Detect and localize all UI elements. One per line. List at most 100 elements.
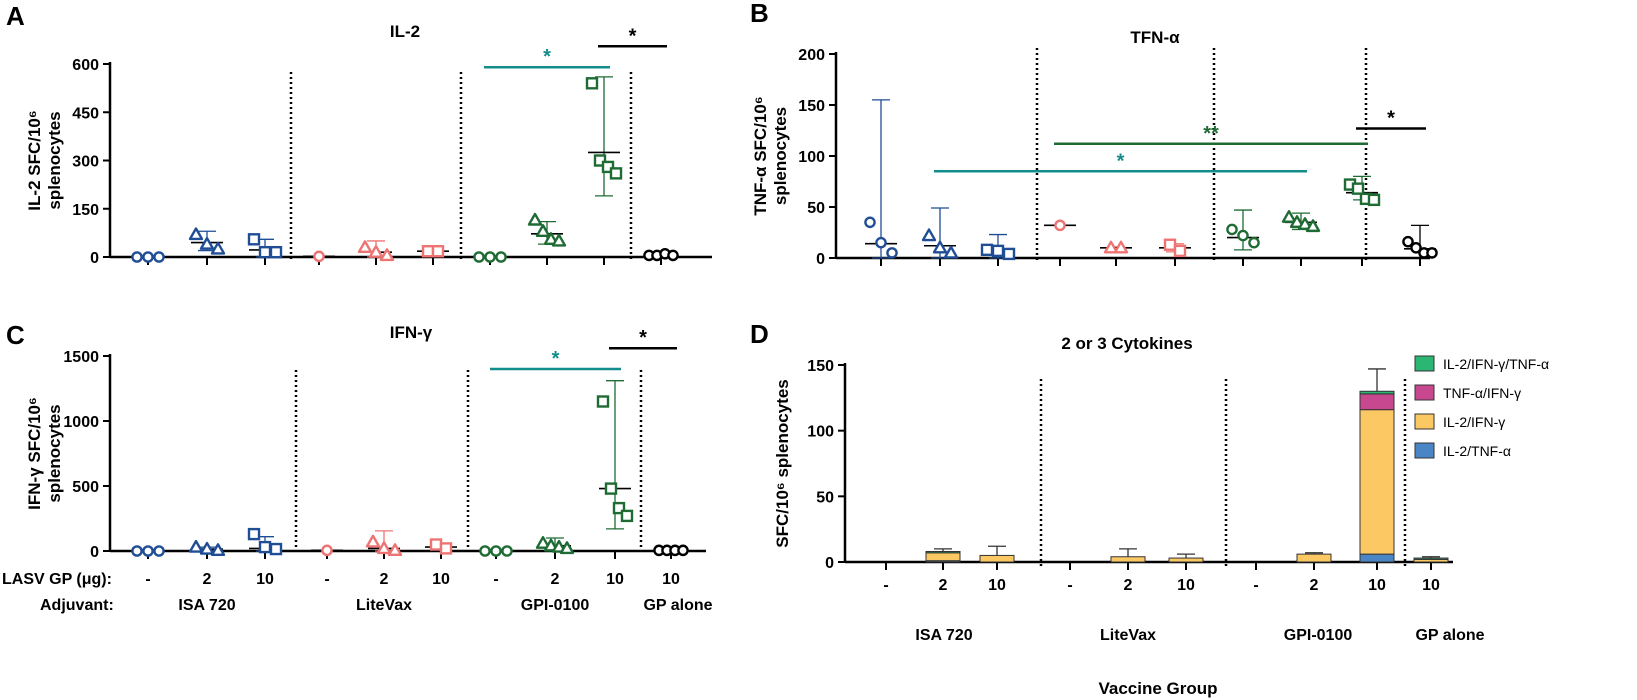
- panel-letter: C: [6, 320, 25, 350]
- data-point: [153, 251, 165, 263]
- adjuvant-label: GPI-0100: [1284, 627, 1353, 644]
- data-point: [439, 542, 453, 555]
- panel-a: A IL-2 IL-2 SFC/10⁶ splenocytes 0 150 300 450 60…: [6, 1, 712, 267]
- y-tick-label: 300: [72, 154, 99, 171]
- data-point: [258, 245, 272, 259]
- data-point: [131, 251, 143, 263]
- group-6: [479, 545, 513, 557]
- adjuvant-label: GPI-0100: [521, 597, 590, 614]
- panel-letter: B: [750, 0, 769, 28]
- data-point: [376, 541, 392, 555]
- data-point: [1237, 229, 1249, 242]
- data-point: [527, 212, 543, 226]
- panel-letter: A: [6, 1, 25, 31]
- dose-label: 2: [939, 577, 948, 594]
- group-4: [357, 240, 395, 262]
- y-axis-label: TNF-α SFC/10⁶: [751, 96, 770, 215]
- dose-label: 10: [662, 571, 680, 588]
- row-label-adjuvant: Adjuvant:: [40, 597, 114, 614]
- data-point: [559, 541, 575, 555]
- dose-label: 2: [1310, 577, 1319, 594]
- data-point: [1226, 223, 1238, 236]
- data-point: [601, 160, 615, 174]
- dose-label: 2: [551, 571, 560, 588]
- data-point: [875, 236, 887, 249]
- legend-swatch: [1414, 413, 1435, 430]
- panel-b: B TFN-α TNF-α SFC/10⁶ splenocytes 0 50 100 150 2…: [750, 0, 1438, 268]
- data-point: [1103, 240, 1119, 254]
- group-4: [365, 530, 403, 557]
- data-point: [210, 543, 226, 557]
- data-point: [593, 154, 607, 167]
- group-7: [527, 212, 567, 247]
- data-point: [1367, 193, 1381, 207]
- data-point: [490, 545, 502, 557]
- y-axis-label: IFN-γ SFC/10⁶: [25, 397, 44, 510]
- panel-letter: D: [750, 319, 769, 349]
- group-0: [131, 251, 165, 263]
- data-point: [1289, 215, 1305, 228]
- adjuvant-label: LiteVax: [1100, 627, 1156, 644]
- group-5: [1159, 238, 1191, 258]
- panel-title: TFN-α: [1130, 28, 1180, 47]
- data-point: [551, 233, 567, 247]
- data-point: [368, 244, 384, 258]
- y-axis-label: SFC/10⁶ splenocytes: [773, 379, 792, 547]
- group-2: [980, 233, 1016, 261]
- y-tick-label: 100: [798, 149, 825, 166]
- panel-title: IL-2: [390, 22, 420, 41]
- bar-segment: [925, 550, 961, 554]
- data-point: [269, 542, 283, 556]
- dose-label: 10: [988, 577, 1006, 594]
- data-point: [886, 247, 898, 259]
- data-point: [677, 544, 689, 557]
- dose-label: -: [324, 571, 329, 588]
- dose-label: 10: [1368, 577, 1386, 594]
- data-point: [421, 245, 435, 258]
- adjuvant-label: GP alone: [1415, 627, 1484, 644]
- data-point: [1002, 247, 1016, 261]
- legend-swatch: [1414, 384, 1435, 401]
- adjuvant-label: GP alone: [643, 597, 712, 614]
- y-tick-label: 500: [72, 479, 99, 496]
- bar-stack-4: [1110, 548, 1146, 563]
- data-point: [1054, 219, 1066, 232]
- bar-segment: [925, 552, 961, 562]
- y-tick-label: 150: [798, 98, 825, 115]
- significance-label: **: [1203, 123, 1219, 145]
- y-tick-label: 600: [72, 57, 99, 74]
- bar-stack-7: [1296, 552, 1332, 563]
- bar-segment: [1168, 557, 1204, 563]
- dose-label: -: [883, 577, 888, 594]
- data-point: [429, 538, 443, 551]
- group-3: [311, 544, 343, 557]
- group-9: [653, 544, 689, 557]
- y-tick-label: 0: [825, 555, 834, 572]
- group-5: [425, 538, 457, 555]
- significance-label: *: [629, 25, 637, 47]
- data-point: [495, 251, 507, 263]
- data-point: [932, 240, 948, 254]
- y-tick-label: 0: [816, 251, 825, 268]
- legend-label: IL-2/IFN-γ: [1443, 414, 1505, 430]
- group-2: [247, 527, 283, 556]
- adjuvant-label: LiteVax: [356, 597, 412, 614]
- panel-d: D 2 or 3 Cytokines SFC/10⁶ splenocytes 0 50 1…: [750, 319, 1549, 572]
- bar-segment: [1110, 556, 1146, 563]
- y-tick-label: 450: [72, 105, 99, 122]
- data-point: [321, 544, 333, 557]
- group-9: [643, 247, 679, 262]
- panel-title: IFN-γ: [390, 323, 433, 342]
- panel-c: C IFN-γ IFN-γ SFC/10⁶ splenocytes 0 500 1000 15…: [6, 320, 706, 561]
- adjuvant-label: ISA 720: [915, 627, 972, 644]
- bar-stack-1: [925, 548, 961, 563]
- data-point: [620, 509, 634, 523]
- dose-label: 10: [1177, 577, 1195, 594]
- dose-label: 10: [606, 571, 624, 588]
- y-axis-label-line2: splenocytes: [45, 111, 64, 209]
- legend-label: IL-2/TNF-α: [1443, 443, 1511, 459]
- dose-label: 10: [1422, 577, 1440, 594]
- data-point: [199, 541, 215, 555]
- y-tick-label: 150: [807, 358, 834, 375]
